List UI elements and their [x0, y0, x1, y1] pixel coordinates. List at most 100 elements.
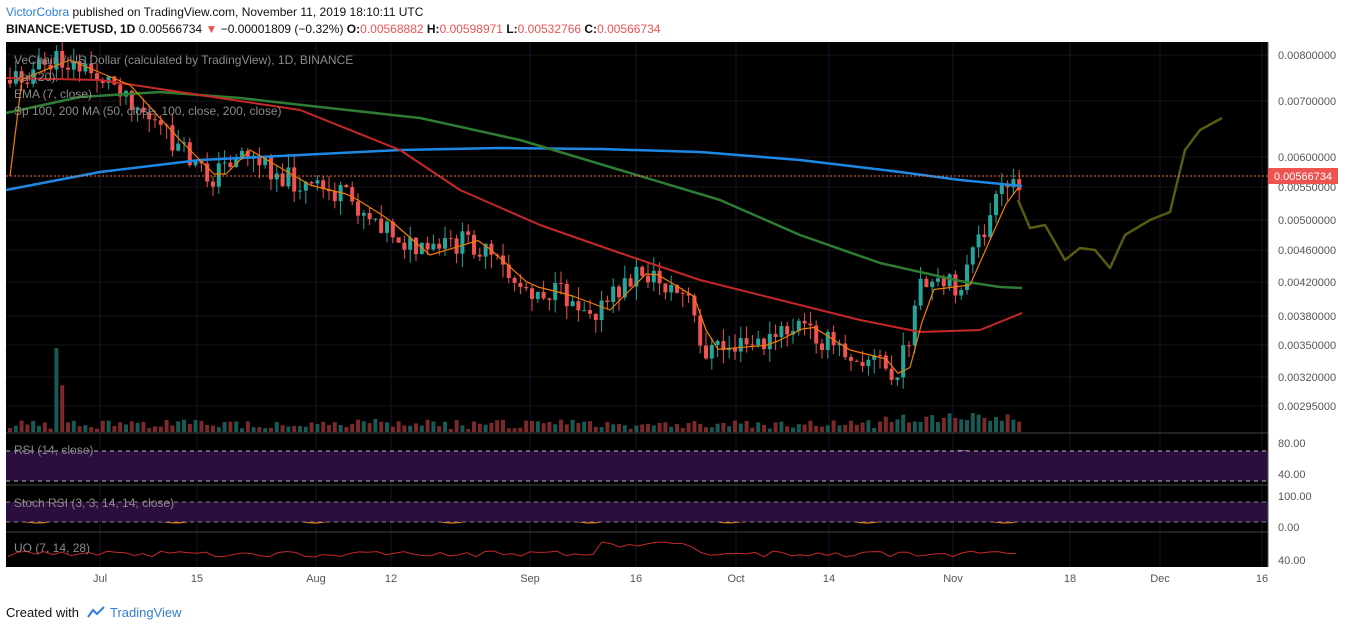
tradingview-link[interactable]: TradingView: [110, 605, 182, 620]
candle-body: [657, 270, 662, 284]
candle-body: [773, 333, 778, 338]
candle-body: [454, 238, 459, 254]
candle-body: [106, 76, 111, 84]
candle-body: [205, 163, 210, 182]
candle-body: [849, 357, 853, 361]
author-link[interactable]: VictorCobra: [6, 5, 70, 19]
candle-body: [240, 150, 244, 159]
candle-body: [663, 283, 668, 293]
volume-bar: [385, 422, 389, 432]
volume-bar: [77, 426, 82, 432]
candle-body: [721, 341, 726, 351]
time-axis[interactable]: Jul 15 Aug 12 Sep 16 Oct 14 Nov 18 Dec 16: [93, 573, 1268, 585]
volume-bar: [976, 414, 981, 432]
volume-bar: [553, 424, 558, 432]
candle-body: [883, 355, 888, 369]
projection-line: [1016, 116, 1223, 270]
candle-body: [796, 320, 801, 332]
candle-body: [95, 73, 99, 80]
volume-bar: [721, 422, 726, 432]
volume-bar: [530, 420, 534, 432]
candle-body: [535, 292, 540, 299]
volume-bar: [402, 425, 407, 432]
volume-bar: [501, 419, 505, 432]
time-tick: 16: [630, 573, 642, 585]
stoch-band: [6, 502, 1268, 522]
volume-bar: [466, 428, 471, 432]
volume-bar: [959, 419, 964, 432]
volume-bar: [321, 421, 326, 432]
volume-bar: [390, 426, 395, 432]
candle-body: [211, 181, 215, 187]
volume-bar: [129, 421, 134, 432]
candles: [8, 42, 1022, 389]
volume-bar: [936, 421, 940, 432]
volume-bar: [495, 420, 500, 432]
volume-bar: [680, 428, 685, 432]
volume-bar: [605, 421, 610, 432]
candle-body: [286, 167, 291, 187]
candle-body: [309, 182, 314, 184]
candle-body: [356, 201, 360, 216]
volume-bar: [89, 427, 94, 432]
candle-body: [129, 90, 134, 110]
volume-bar: [907, 422, 911, 432]
candle-body: [483, 243, 488, 257]
candle-body: [379, 218, 384, 233]
candle-body: [31, 69, 36, 84]
candle-body: [530, 288, 534, 299]
volume-bar: [240, 428, 244, 432]
volume-bar: [309, 422, 314, 432]
candle-body: [988, 215, 993, 238]
volume-bar: [924, 416, 929, 432]
volume-bar: [147, 428, 152, 432]
volume-bar: [535, 421, 540, 432]
candle-body: [622, 278, 627, 298]
pane-axis: 80.00 40.00 100.00 0.00 40.00: [1278, 438, 1312, 567]
candle-body: [1011, 179, 1016, 188]
candle-body: [570, 301, 575, 307]
volume-bar: [95, 428, 99, 432]
candle-body: [489, 243, 494, 255]
volume-bar: [564, 424, 569, 432]
candle-body: [66, 67, 70, 70]
volume-bar: [930, 415, 935, 432]
candle-body: [866, 359, 871, 367]
volume-bar: [912, 421, 917, 432]
volume-bar: [205, 424, 210, 432]
candle-body: [216, 163, 221, 187]
candle-body: [872, 355, 877, 360]
candle-body: [193, 160, 198, 166]
candle-body: [680, 292, 685, 294]
volume-bar: [617, 423, 621, 432]
volume-bar: [396, 421, 401, 432]
volume-bar: [8, 427, 12, 432]
close-value: 0.00566734: [597, 22, 661, 36]
price-chart[interactable]: VeChain / US Dollar (calculated by Tradi…: [0, 0, 1348, 600]
volume-bar: [541, 423, 546, 432]
volume-bar: [588, 421, 592, 432]
volume-bar: [257, 427, 262, 432]
open-value: 0.00568882: [360, 22, 424, 36]
price-axis[interactable]: 0.00800000 0.00700000 0.00600000 0.00550000…: [1267, 42, 1336, 567]
volume-bar: [570, 419, 575, 432]
candle-body: [431, 243, 436, 250]
candle-body: [524, 286, 529, 289]
candle-body: [176, 143, 181, 151]
candle-body: [704, 345, 708, 359]
volume-bar: [42, 422, 47, 432]
volume-bars: [8, 348, 1022, 432]
candle-body: [182, 142, 186, 144]
volume-bar: [216, 427, 221, 432]
volume-bar: [251, 427, 256, 432]
price-tick: 0.00380000: [1278, 311, 1336, 323]
candle-body: [953, 274, 958, 296]
candle-body: [611, 286, 616, 303]
candle-body: [715, 341, 720, 345]
down-arrow-icon: ▼: [205, 22, 218, 36]
candle-body: [408, 237, 413, 250]
candle-body: [843, 343, 848, 358]
candle-body: [263, 156, 268, 166]
volume-bar: [443, 421, 447, 432]
volume-bar: [19, 420, 24, 432]
